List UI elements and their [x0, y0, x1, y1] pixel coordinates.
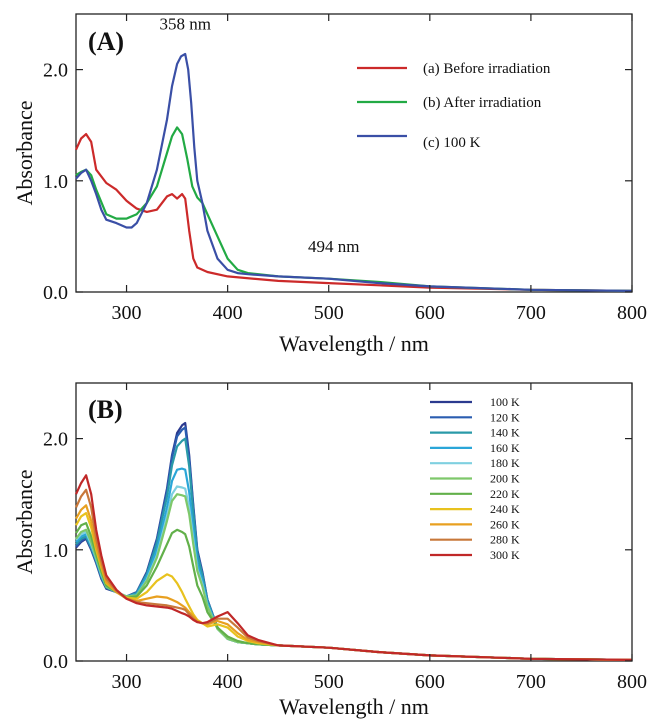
panel-b-label: (B)	[88, 395, 123, 424]
panel-b-x-tick-label-600: 600	[415, 671, 445, 693]
panel-b-legend-label-300-k: 300 K	[490, 548, 520, 562]
panel-b-legend-label-100-k: 100 K	[490, 395, 520, 409]
panel-a: 300 400 500 600 700 800 0.0 1.0 2.0 (A) 358 nm 4…	[12, 13, 647, 356]
panel-a-x-tick-label-700: 700	[516, 302, 546, 324]
panel-b-x-tick-label-500: 500	[314, 671, 344, 693]
panel-b-x-tick-label-300: 300	[112, 671, 142, 693]
panel-b-x-tick-label-400: 400	[213, 671, 243, 693]
panel-b-legend-label-280-k: 280 K	[490, 533, 520, 547]
panel-a-x-tick-label-300: 300	[112, 302, 142, 324]
panel-a-legend: (a) Before irradiation (b) After irradiat…	[357, 61, 551, 151]
panel-a-series	[74, 52, 633, 292]
panel-b-x-tick-label-800: 800	[617, 671, 647, 693]
panel-a-x-tick-label-500: 500	[314, 302, 344, 324]
panel-b: 300 400 500 600 700 800 0.0 1.0 2.0 (B) 100 K120…	[12, 382, 647, 719]
panel-a-legend-label-c-100-k: (c) 100 K	[423, 135, 481, 151]
panel-a-label: (A)	[88, 27, 124, 56]
panel-b-y-axis-label: Absorbance	[12, 469, 37, 574]
panel-a-legend-label-b-after-irradiation: (b) After irradiation	[423, 95, 542, 111]
panel-b-x-tick-label-700: 700	[516, 671, 546, 693]
panel-a-x-axis-label: Wavelength / nm	[279, 331, 429, 356]
panel-a-y-tick-label-0: 0.0	[43, 282, 68, 304]
panel-b-legend-label-220-k: 220 K	[490, 487, 520, 501]
panel-a-x-tick-label-400: 400	[213, 302, 243, 324]
panel-a-plot-frame	[75, 13, 633, 293]
panel-b-legend-label-120-k: 120 K	[490, 410, 520, 424]
panel-b-x-axis-label: Wavelength / nm	[279, 694, 429, 719]
panel-a-y-axis-label: Absorbance	[12, 100, 37, 205]
panel-b-y-tick-label-2: 2.0	[43, 429, 68, 451]
panel-b-legend-label-160-k: 160 K	[490, 441, 520, 455]
panel-b-legend-label-180-k: 180 K	[490, 456, 520, 470]
panel-b-y-tick-label-1: 1.0	[43, 540, 68, 562]
panel-a-x-tick-label-600: 600	[415, 302, 445, 324]
panel-a-legend-label-a-before-irradiation: (a) Before irradiation	[423, 61, 551, 77]
panel-b-series-160-k	[75, 467, 633, 661]
panel-b-series-200-k	[75, 493, 633, 661]
panel-a-ticks: 300 400 500 600 700 800 0.0 1.0 2.0	[43, 14, 647, 324]
panel-b-legend-label-140-k: 140 K	[490, 426, 520, 440]
panel-a-annotation-358nm: 358 nm	[159, 15, 210, 34]
panel-b-legend-label-200-k: 200 K	[490, 472, 520, 486]
panel-b-legend-label-240-k: 240 K	[490, 502, 520, 516]
panel-b-y-tick-label-0: 0.0	[43, 651, 68, 673]
panel-b-series-300-k	[75, 474, 633, 661]
panel-b-plot-frame	[75, 382, 633, 662]
panel-b-legend-label-260-k: 260 K	[490, 517, 520, 531]
panel-a-x-tick-label-800: 800	[617, 302, 647, 324]
panel-b-ticks: 300 400 500 600 700 800 0.0 1.0 2.0	[43, 383, 647, 693]
panel-a-y-tick-label-2: 2.0	[43, 60, 68, 82]
panel-b-series	[75, 421, 633, 661]
panel-a-y-tick-label-1: 1.0	[43, 171, 68, 193]
panel-b-series-180-k	[75, 485, 633, 661]
panel-a-annotation-494nm: 494 nm	[308, 237, 359, 256]
panel-b-series-280-k	[75, 488, 633, 661]
panel-a-series-c-100-k	[75, 52, 633, 292]
panel-a-series-a-before-irradiation	[74, 133, 633, 292]
